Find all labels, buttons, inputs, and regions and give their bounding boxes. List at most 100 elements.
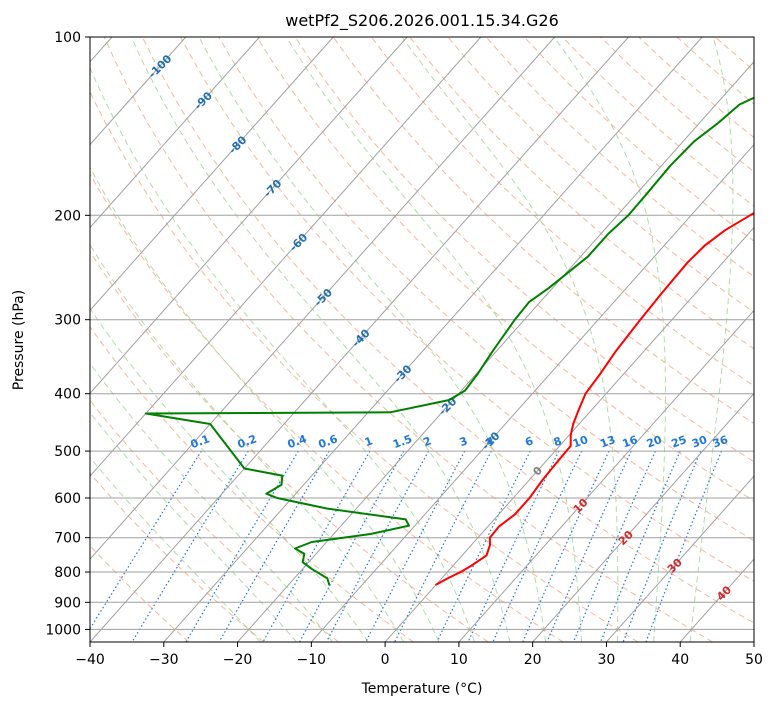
mixing-ratio-label: 8 xyxy=(552,434,564,449)
y-tick-label: 500 xyxy=(54,444,81,460)
sounding-profiles xyxy=(144,96,754,586)
y-tick-label: 300 xyxy=(54,313,81,329)
isotherm-line xyxy=(90,37,408,395)
mixing-ratio-label: 20 xyxy=(645,433,664,451)
x-tick-label: 40 xyxy=(671,652,689,668)
isotherm-line xyxy=(532,392,754,642)
mixing-ratio-label: 30 xyxy=(690,433,709,451)
mixing-ratio-line xyxy=(436,450,531,642)
isotherm-line xyxy=(384,226,754,642)
mixing-ratio-label: 1 xyxy=(363,434,375,449)
isotherm-line xyxy=(606,475,754,642)
dry-adiabat-line xyxy=(90,173,564,642)
y-axis: 100 200 300 400 500 600 700 800 900 1000 xyxy=(45,30,90,638)
isotherm-line xyxy=(90,37,187,146)
mixing-ratio-line xyxy=(262,450,371,642)
y-tick-label: 400 xyxy=(54,387,81,403)
isotherm-line xyxy=(237,60,754,642)
isotherm-line xyxy=(753,641,754,642)
x-tick-label: −30 xyxy=(149,652,179,668)
moist-adiabat-line xyxy=(198,37,547,642)
dry-adiabat-line xyxy=(218,37,754,542)
x-tick-label: 20 xyxy=(524,652,542,668)
dry-adiabat-line xyxy=(90,399,339,642)
y-tick-label: 1000 xyxy=(45,622,81,638)
dry-adiabat-line xyxy=(141,37,754,624)
y-tick-label: 600 xyxy=(54,491,81,507)
mixing-ratio-label: 0.4 xyxy=(286,432,309,451)
dry-adiabat-line xyxy=(180,37,754,583)
moist-adiabat-line xyxy=(553,37,666,642)
mixing-ratio-line xyxy=(325,450,430,642)
moist-adiabat-line xyxy=(90,362,333,642)
isotherm-line xyxy=(90,37,260,229)
mixing-ratio-label: 25 xyxy=(670,433,689,450)
mixing-ratio-label: 0.6 xyxy=(317,432,340,451)
isotherm-line xyxy=(163,37,703,642)
mixing-ratio-label: 16 xyxy=(621,433,640,451)
mixing-ratio-label: 3 xyxy=(458,434,470,449)
x-tick-label: 30 xyxy=(598,652,616,668)
mixing-ratio-line xyxy=(600,450,681,642)
isobars xyxy=(90,37,754,630)
x-tick-label: 10 xyxy=(450,652,468,668)
mixing-ratio-labels: 0.1 0.2 0.4 0.6 1 1.5 2 3 4 6 8 10 13 16 20 25 30 36 xyxy=(189,432,730,451)
chart-title: wetPf2_S206.2026.001.15.34.G26 xyxy=(285,11,559,31)
mixing-ratio-label: 2 xyxy=(421,434,433,449)
dry-adiabat-line xyxy=(256,37,754,502)
dry-adiabat-line xyxy=(371,37,754,387)
isotherm-line xyxy=(90,37,556,560)
mixing-ratio-label: 4 xyxy=(484,434,496,449)
mixing-ratio-line xyxy=(492,450,583,642)
mixing-ratio-label: 0.1 xyxy=(189,432,212,451)
dry-adiabat-line xyxy=(562,37,754,207)
mixing-ratio-label: 36 xyxy=(711,433,730,451)
mixing-ratio-label: 0.2 xyxy=(236,432,259,451)
dry-adiabat-line xyxy=(523,37,754,242)
y-tick-label: 800 xyxy=(54,565,81,581)
y-tick-label: 200 xyxy=(54,208,81,224)
moist-adiabat-line xyxy=(90,411,297,642)
moist-adiabat-line xyxy=(90,166,440,642)
dry-adiabat-line xyxy=(90,250,489,642)
dry-adiabat-line xyxy=(676,37,754,105)
mixing-ratio-label: 1.5 xyxy=(391,432,414,451)
mixing-ratio-line xyxy=(546,450,632,642)
mixing-ratio-line xyxy=(394,450,492,642)
x-tick-label: −40 xyxy=(75,652,105,668)
dry-adiabat-line xyxy=(90,472,265,642)
mixing-ratio-line xyxy=(365,450,466,642)
mixing-ratio-label: 13 xyxy=(598,433,617,450)
temperature-profile-line xyxy=(435,211,754,586)
mixing-ratio-line xyxy=(645,450,723,642)
moist-adiabat-line xyxy=(130,37,511,642)
x-tick-label: −20 xyxy=(223,652,253,668)
isotherms xyxy=(90,37,754,642)
dry-adiabat-line xyxy=(90,544,190,642)
dry-adiabat-line xyxy=(332,37,754,425)
moist-adiabat-line xyxy=(90,66,475,642)
mixing-ratio-line xyxy=(467,450,560,642)
isotherm-line xyxy=(310,143,754,642)
mixing-ratio-line xyxy=(622,450,702,642)
mixing-ratio-line xyxy=(90,450,202,630)
dry-adiabat-line xyxy=(90,90,639,642)
mixing-ratio-label: 6 xyxy=(523,434,535,449)
x-tick-label: 50 xyxy=(745,652,763,668)
isotherm-label: -100 xyxy=(146,52,175,81)
isotherm-line xyxy=(90,37,482,477)
y-axis-title: Pressure (hPa) xyxy=(11,290,27,390)
mixing-ratio-line xyxy=(218,450,330,642)
moist-adiabat-line xyxy=(285,37,582,642)
dry-adiabat-line xyxy=(714,37,754,72)
x-tick-label: 0 xyxy=(381,652,390,668)
mixing-ratio-line xyxy=(131,450,249,642)
y-tick-label: 900 xyxy=(54,595,81,611)
mixing-ratio-line xyxy=(299,450,405,642)
isotherm-line xyxy=(458,309,754,642)
y-tick-label: 700 xyxy=(54,531,81,547)
dry-adiabat-line xyxy=(753,37,754,39)
dewpoint-profile-line xyxy=(144,96,754,586)
